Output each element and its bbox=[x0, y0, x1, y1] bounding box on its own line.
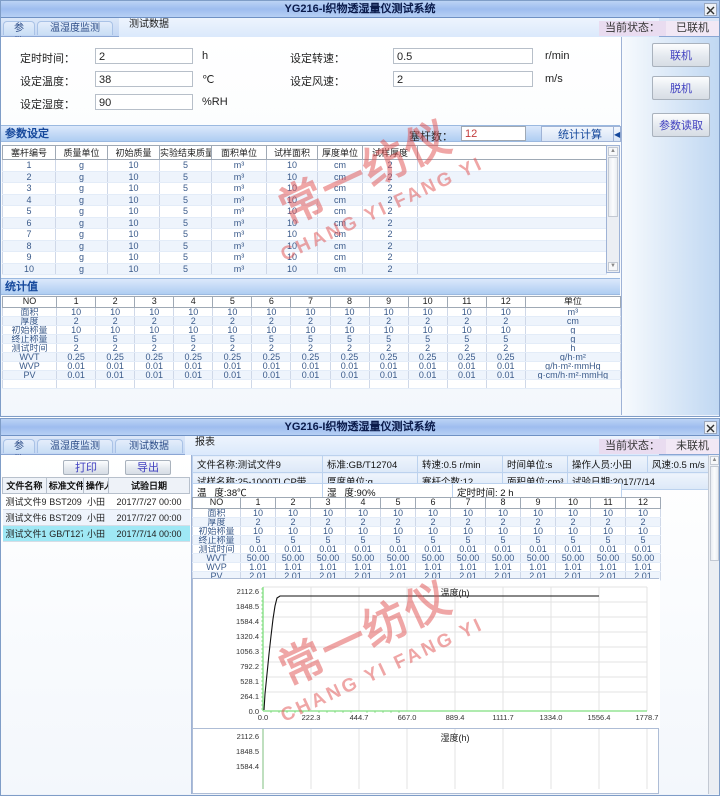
svg-text:2112.6: 2112.6 bbox=[237, 587, 259, 596]
svg-text:792.2: 792.2 bbox=[240, 662, 259, 671]
svg-text:1334.0: 1334.0 bbox=[540, 713, 563, 722]
svg-text:264.1: 264.1 bbox=[240, 692, 259, 701]
svg-text:444.7: 444.7 bbox=[350, 713, 369, 722]
svg-text:1111.7: 1111.7 bbox=[492, 713, 513, 722]
svg-text:1056.3: 1056.3 bbox=[236, 647, 259, 656]
svg-text:1848.5: 1848.5 bbox=[236, 747, 259, 756]
svg-text:1320.4: 1320.4 bbox=[236, 632, 259, 641]
svg-text:1584.4: 1584.4 bbox=[236, 617, 259, 626]
svg-text:1778.7: 1778.7 bbox=[636, 713, 659, 722]
svg-text:222.3: 222.3 bbox=[302, 713, 321, 722]
svg-text:528.1: 528.1 bbox=[240, 677, 259, 686]
svg-text:温度(h): 温度(h) bbox=[441, 587, 470, 598]
svg-text:湿度(h): 湿度(h) bbox=[441, 732, 470, 743]
svg-text:1848.5: 1848.5 bbox=[236, 602, 259, 611]
svg-text:889.4: 889.4 bbox=[446, 713, 465, 722]
svg-text:0.0: 0.0 bbox=[258, 713, 268, 722]
svg-text:1556.4: 1556.4 bbox=[588, 713, 611, 722]
svg-text:1584.4: 1584.4 bbox=[236, 762, 259, 771]
svg-text:667.0: 667.0 bbox=[398, 713, 417, 722]
svg-text:2112.6: 2112.6 bbox=[237, 732, 259, 741]
